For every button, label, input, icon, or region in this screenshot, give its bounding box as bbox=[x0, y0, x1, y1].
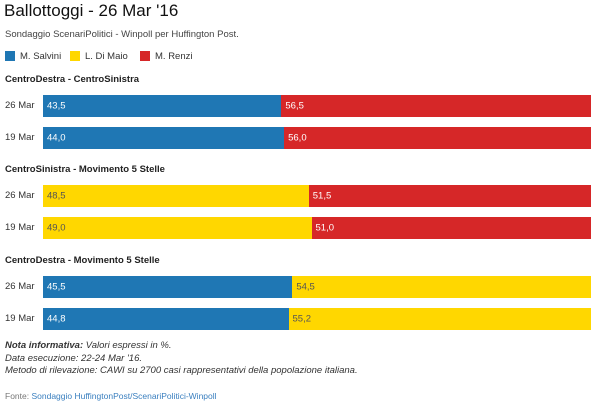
bar-segment[interactable]: 56,0 bbox=[284, 127, 591, 149]
bar-segment[interactable]: 54,5 bbox=[292, 276, 591, 298]
source: Fonte: Sondaggio HuffingtonPost/ScenariP… bbox=[5, 391, 217, 401]
row-date-label: 19 Mar bbox=[5, 222, 35, 233]
bar-value-label: 56,5 bbox=[285, 100, 304, 112]
source-link[interactable]: Sondaggio HuffingtonPost/ScenariPolitici… bbox=[31, 391, 217, 401]
bar-segment[interactable]: 56,5 bbox=[281, 95, 591, 117]
bar-segment[interactable]: 51,5 bbox=[308, 185, 591, 207]
bar-value-label: 48,5 bbox=[47, 190, 66, 202]
legend-item: M. Salvini bbox=[5, 50, 61, 62]
bar-segment[interactable]: 48,5 bbox=[43, 185, 309, 207]
bar-value-label: 44,0 bbox=[47, 132, 66, 144]
bar-segment[interactable]: 44,8 bbox=[43, 308, 289, 330]
group-title: CentroDestra - Movimento 5 Stelle bbox=[5, 255, 160, 266]
row-date-label: 26 Mar bbox=[5, 281, 35, 292]
bar-row: 45,5 54,5 bbox=[43, 276, 591, 298]
bar-value-label: 56,0 bbox=[288, 132, 307, 144]
row-date-label: 19 Mar bbox=[5, 132, 35, 143]
bar-segment[interactable]: 51,0 bbox=[311, 217, 591, 239]
chart-subtitle: Sondaggio ScenariPolitici - Winpoll per … bbox=[5, 29, 239, 40]
bar-row: 43,5 56,5 bbox=[43, 95, 591, 117]
bar-value-label: 44,8 bbox=[47, 313, 66, 325]
legend-label: L. Di Maio bbox=[85, 50, 128, 62]
legend-swatch bbox=[140, 51, 150, 61]
bar-row: 49,0 51,0 bbox=[43, 217, 591, 239]
bar-value-label: 55,2 bbox=[292, 313, 312, 325]
legend-label: M. Renzi bbox=[155, 50, 193, 62]
row-date-label: 26 Mar bbox=[5, 190, 35, 201]
bar-value-label: 43,5 bbox=[47, 100, 66, 112]
source-prefix: Fonte: bbox=[5, 391, 32, 401]
chart-title: Ballottoggi - 26 Mar '16 bbox=[4, 1, 179, 20]
notes-line2: Data esecuzione: 22-24 Mar '16. bbox=[5, 352, 143, 364]
bar-row: 44,8 55,2 bbox=[43, 308, 591, 330]
legend-swatch bbox=[70, 51, 80, 61]
row-date-label: 26 Mar bbox=[5, 100, 35, 111]
legend-item: L. Di Maio bbox=[70, 50, 128, 62]
notes-heading: Nota informativa: bbox=[5, 340, 84, 351]
legend-label: M. Salvini bbox=[20, 50, 62, 62]
row-date-label: 19 Mar bbox=[5, 313, 35, 324]
bar-value-label: 54,5 bbox=[296, 281, 315, 293]
bar-segment[interactable]: 45,5 bbox=[43, 276, 293, 298]
bar-row: 44,0 56,0 bbox=[43, 127, 591, 149]
legend-item: M. Renzi bbox=[140, 50, 192, 62]
bar-value-label: 51,5 bbox=[312, 190, 332, 202]
bar-segment[interactable]: 44,0 bbox=[43, 127, 285, 149]
bar-row: 48,5 51,5 bbox=[43, 185, 591, 207]
bar-value-label: 51,0 bbox=[315, 222, 335, 234]
bar-segment[interactable]: 55,2 bbox=[288, 308, 591, 330]
notes-line3: Metodo di rilevazione: CAWI su 2700 casi… bbox=[5, 365, 358, 376]
notes-line1: Valori espressi in %. bbox=[83, 340, 172, 351]
legend-swatch bbox=[5, 51, 15, 61]
group-title: CentroSinistra - Movimento 5 Stelle bbox=[5, 164, 165, 175]
bar-value-label: 49,0 bbox=[47, 222, 66, 234]
bar-value-label: 45,5 bbox=[47, 281, 66, 293]
group-title: CentroDestra - CentroSinistra bbox=[5, 74, 140, 85]
bar-segment[interactable]: 43,5 bbox=[43, 95, 282, 117]
bar-segment[interactable]: 49,0 bbox=[43, 217, 312, 239]
notes: Nota informativa: Valori espressi in %. … bbox=[5, 340, 358, 378]
